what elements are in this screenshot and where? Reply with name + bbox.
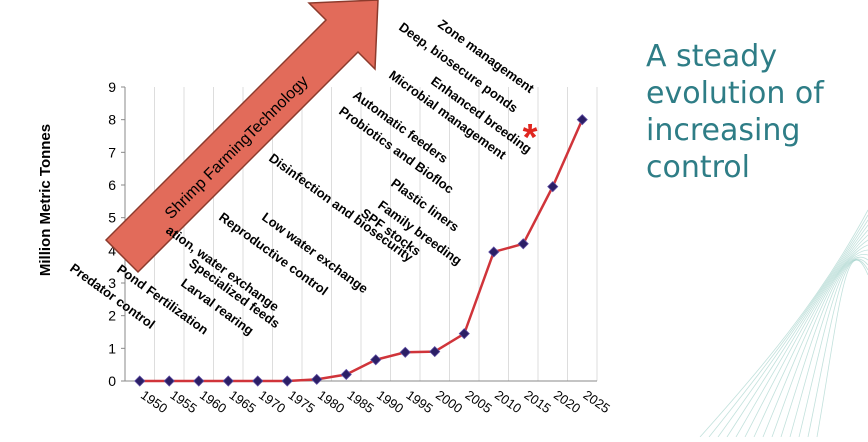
y-tick-label: 8: [108, 112, 116, 128]
data-point: [340, 368, 352, 381]
swoosh-line: [735, 229, 868, 438]
data-point: [311, 373, 323, 385]
swoosh-line: [744, 234, 868, 438]
swoosh-line: [699, 209, 868, 438]
data-point: [488, 246, 500, 258]
x-tick-label: 2000: [433, 387, 465, 416]
y-tick-label: 0: [108, 373, 116, 389]
data-point: [281, 375, 293, 387]
x-tick-label: 1985: [345, 387, 377, 416]
y-tick-label: 5: [108, 210, 116, 226]
data-point: [576, 114, 588, 126]
heading-line: control: [646, 150, 750, 185]
data-point: [399, 346, 411, 358]
data-point: [370, 354, 382, 366]
star-marker: *: [523, 117, 538, 159]
swoosh-line: [771, 249, 868, 438]
arrow-shape: [104, 0, 379, 274]
x-tick-label: 1980: [315, 387, 347, 416]
swoosh-line: [807, 259, 868, 438]
x-tick-label: 2015: [522, 387, 554, 416]
swoosh-line: [789, 257, 868, 438]
y-tick-label: 1: [108, 340, 116, 356]
swoosh-line: [708, 214, 868, 438]
swoosh-line: [780, 254, 868, 438]
x-tick-labels: 1950195519601965197019751980198519901995…: [138, 387, 613, 416]
swoosh-line: [798, 258, 868, 438]
slide-heading: A steady evolution of increasing control: [646, 38, 856, 186]
x-tick-label: 1990: [374, 387, 406, 416]
chart-grid: [124, 87, 598, 381]
heading-line: evolution of: [646, 76, 824, 111]
x-tick-label: 1950: [138, 387, 170, 416]
x-tick-label: 1960: [197, 387, 229, 416]
x-tick-label: 1955: [168, 387, 200, 416]
data-point: [547, 181, 559, 193]
data-point: [193, 375, 205, 387]
x-tick-label: 2025: [581, 387, 613, 416]
y-tick-label: 6: [108, 177, 116, 193]
data-point: [252, 375, 264, 387]
swoosh-line: [726, 224, 868, 438]
heading-line: increasing: [646, 113, 801, 148]
data-point: [517, 238, 529, 250]
data-point: [163, 375, 175, 387]
x-tick-label: 1995: [404, 387, 436, 416]
swoosh-line: [762, 244, 868, 438]
y-tick-label: 9: [108, 79, 116, 95]
production-series: [134, 114, 588, 387]
y-axis-label: Million Metric Tonnes: [37, 124, 54, 276]
swoosh-line: [816, 259, 868, 438]
y-tick-label: 2: [108, 308, 116, 324]
x-tick-label: 1965: [227, 387, 259, 416]
x-tick-label: 1975: [286, 387, 318, 416]
x-tick-label: 1970: [256, 387, 288, 416]
x-tick-label: 2005: [463, 387, 495, 416]
data-point: [429, 346, 441, 358]
x-tick-label: 2020: [551, 387, 583, 416]
heading-line: A steady: [646, 39, 778, 74]
data-point: [222, 375, 234, 387]
y-tick-label: 7: [108, 144, 116, 160]
data-point: [134, 375, 146, 387]
data-point: [458, 328, 470, 340]
series-line: [139, 119, 584, 383]
y-tick-label: 3: [108, 275, 116, 291]
swoosh-line: [753, 239, 868, 438]
swoosh-line: [717, 219, 868, 438]
y-tick-label: 4: [108, 242, 116, 258]
x-tick-label: 2010: [492, 387, 524, 416]
decorative-swoosh: [699, 209, 868, 438]
